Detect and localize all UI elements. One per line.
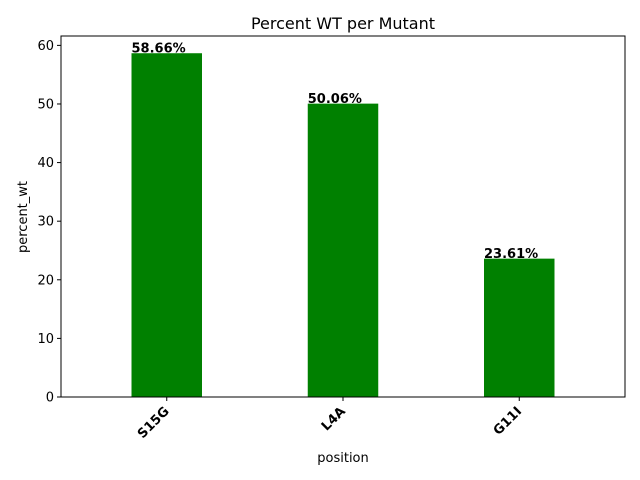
y-tick-label: 50 — [37, 97, 54, 112]
x-axis-label: position — [317, 451, 369, 466]
y-axis-ticks: 0 10 20 30 40 50 60 — [37, 39, 61, 406]
y-tick-label: 60 — [37, 39, 54, 54]
y-tick-label: 0 — [46, 391, 54, 406]
y-tick-label: 20 — [37, 273, 54, 288]
plot-frame — [60, 35, 626, 398]
bars-layer — [131, 53, 555, 397]
y-tick-label: 40 — [37, 156, 54, 171]
y-tick-label: 30 — [37, 215, 54, 230]
y-axis-label: percent_wt — [16, 181, 31, 253]
data-label-g11i: 23.61% — [484, 247, 538, 262]
bar-l4a — [307, 103, 379, 397]
chart-title: Percent WT per Mutant — [251, 14, 435, 33]
y-tick-label: 10 — [37, 332, 54, 347]
data-label-s15g: 58.66% — [132, 42, 186, 57]
bar-g11i — [484, 258, 555, 397]
data-labels: 58.66% 50.06% 23.61% — [132, 42, 539, 262]
data-label-l4a: 50.06% — [308, 92, 362, 107]
bar-s15g — [131, 53, 202, 397]
